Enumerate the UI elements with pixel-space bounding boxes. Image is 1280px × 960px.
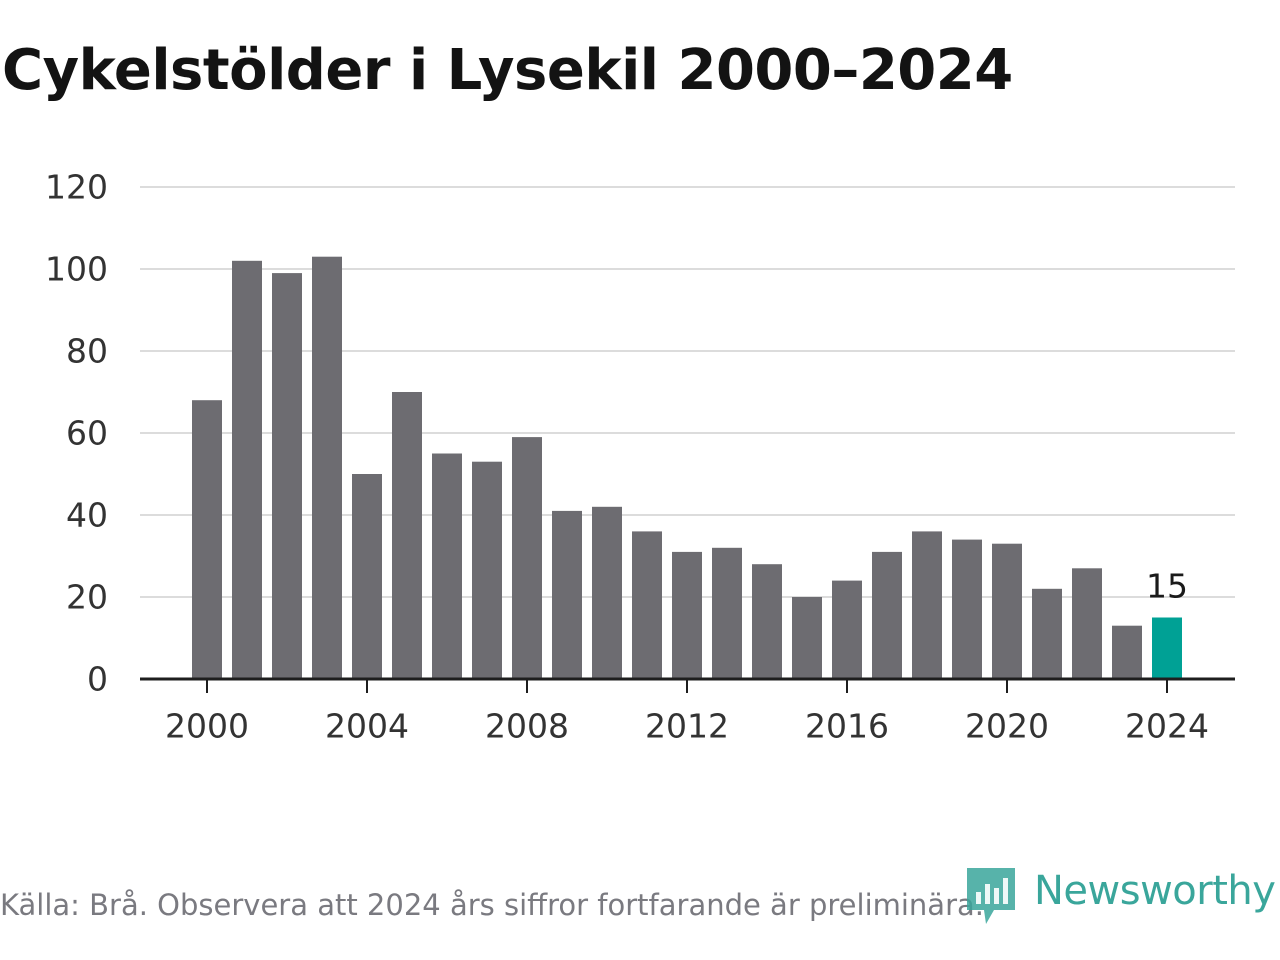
y-tick-label-80: 80 bbox=[66, 332, 108, 371]
bar-2021 bbox=[1032, 588, 1062, 679]
bar-2010 bbox=[592, 506, 622, 679]
y-tick-label-20: 20 bbox=[66, 578, 108, 617]
bar-2024 bbox=[1152, 617, 1182, 679]
bar-2004 bbox=[352, 474, 382, 679]
y-tick-label-100: 100 bbox=[45, 250, 108, 289]
bar-2014 bbox=[752, 564, 782, 679]
x-tick-label-2008: 2008 bbox=[485, 707, 569, 746]
x-tick-label-2000: 2000 bbox=[165, 707, 249, 746]
bar-2020 bbox=[992, 543, 1022, 679]
bar-2005 bbox=[392, 392, 422, 679]
source-note: Källa: Brå. Observera att 2024 års siffr… bbox=[0, 888, 984, 922]
y-tick-label-120: 120 bbox=[45, 168, 108, 207]
y-tick-label-60: 60 bbox=[66, 414, 108, 453]
bar-2007 bbox=[472, 461, 502, 679]
bar-2013 bbox=[712, 547, 742, 679]
bar-2006 bbox=[432, 453, 462, 679]
bar-2001 bbox=[232, 260, 262, 679]
bar-2008 bbox=[512, 437, 542, 679]
newsworthy-logo-icon bbox=[967, 868, 1015, 924]
x-tick-label-2012: 2012 bbox=[645, 707, 729, 746]
bar-2009 bbox=[552, 510, 582, 679]
data-label-2024: 15 bbox=[1146, 567, 1188, 606]
bar-2000 bbox=[192, 400, 222, 679]
bar-chart: 0 20 40 60 80 100 120 15 2000 2004 2008 2012 2016 202… bbox=[45, 168, 1235, 746]
bar-2012 bbox=[672, 551, 702, 679]
x-tick-label-2024: 2024 bbox=[1125, 707, 1209, 746]
chart-title: Cykelstölder i Lysekil 2000–2024 bbox=[2, 38, 1013, 103]
bar-2018 bbox=[912, 531, 942, 679]
y-tick-label-0: 0 bbox=[87, 660, 108, 699]
bar-2015 bbox=[792, 597, 822, 679]
bar-2002 bbox=[272, 273, 302, 679]
y-tick-label-40: 40 bbox=[66, 496, 108, 535]
brand-name: Newsworthy bbox=[1034, 868, 1276, 914]
bar-2023 bbox=[1112, 625, 1142, 679]
bar-2003 bbox=[312, 256, 342, 679]
x-tick-label-2004: 2004 bbox=[325, 707, 409, 746]
bar-2017 bbox=[872, 551, 902, 679]
bar-2011 bbox=[632, 531, 662, 679]
bar-2022 bbox=[1072, 568, 1102, 679]
bar-2019 bbox=[952, 539, 982, 679]
bar-2016 bbox=[832, 580, 862, 679]
x-tick-label-2020: 2020 bbox=[965, 707, 1049, 746]
x-tick-label-2016: 2016 bbox=[805, 707, 889, 746]
